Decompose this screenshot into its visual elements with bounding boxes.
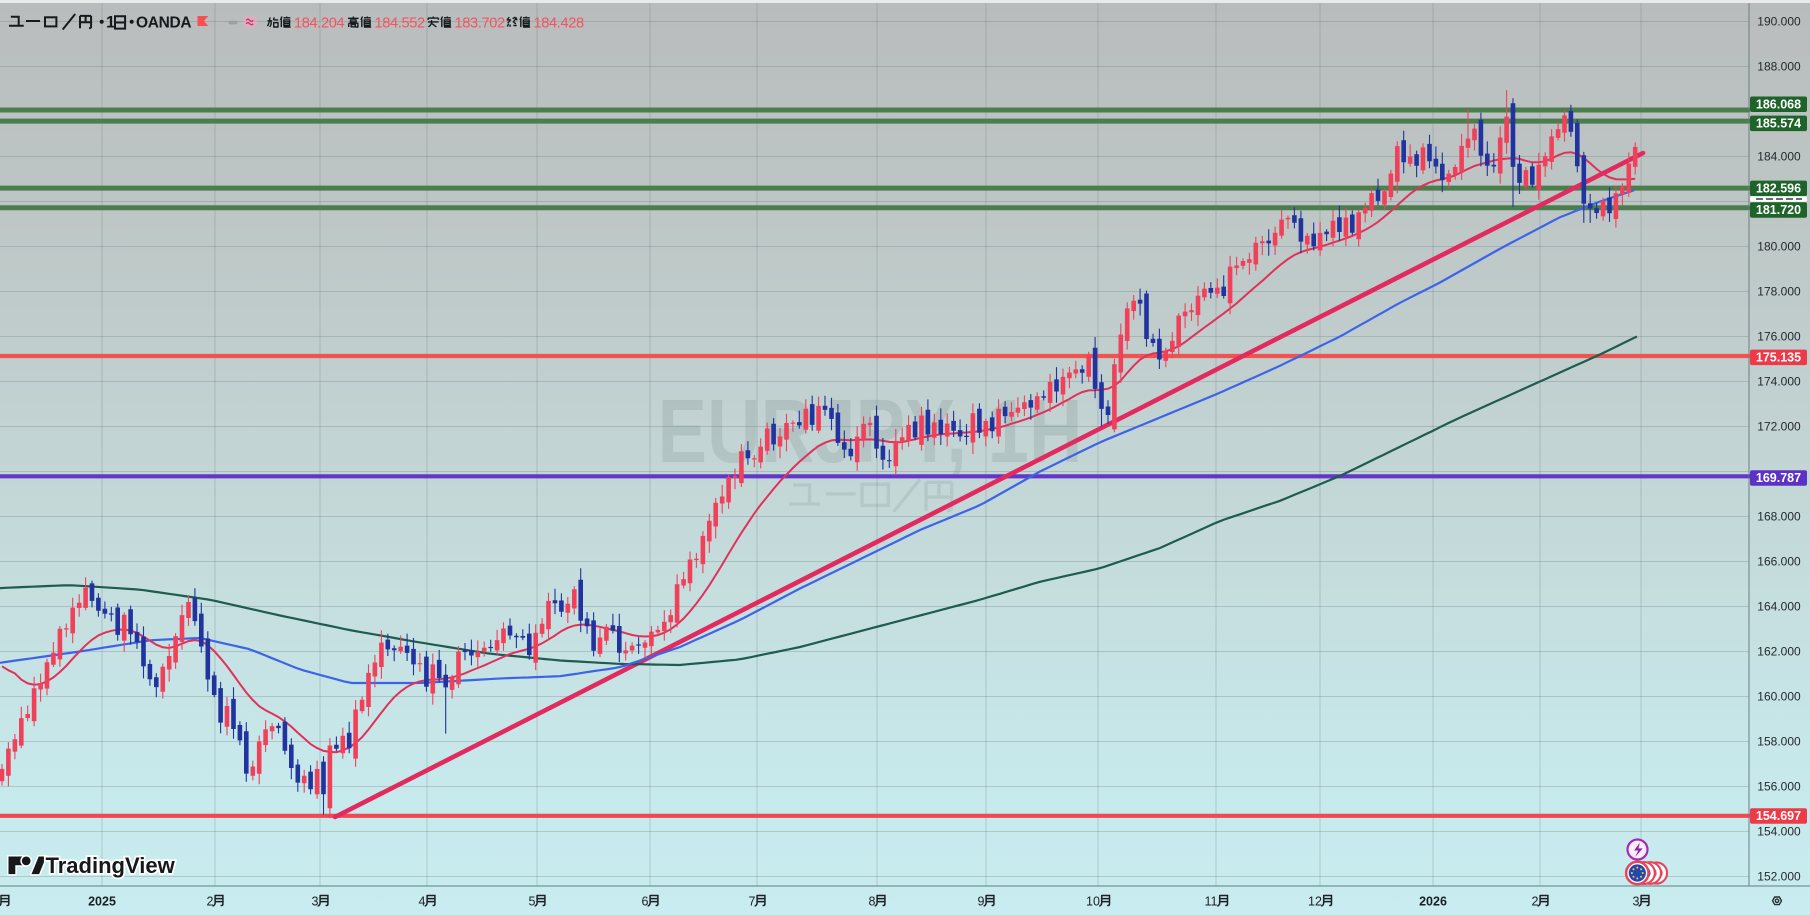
svg-text:184.204: 184.204: [294, 15, 345, 31]
svg-text:174.000: 174.000: [1757, 375, 1801, 389]
svg-text:154.000: 154.000: [1757, 825, 1801, 839]
svg-text:9: 9: [978, 895, 985, 909]
svg-text:169.787: 169.787: [1756, 471, 1801, 485]
svg-text:OANDA: OANDA: [136, 15, 191, 32]
svg-text:154.697: 154.697: [1756, 809, 1801, 823]
svg-text:168.000: 168.000: [1757, 510, 1801, 524]
svg-text:185.574: 185.574: [1756, 117, 1801, 131]
svg-text:6: 6: [642, 895, 649, 909]
svg-text:184.000: 184.000: [1757, 150, 1801, 164]
svg-text:178.000: 178.000: [1757, 285, 1801, 299]
svg-text:8: 8: [869, 895, 876, 909]
svg-text:172.000: 172.000: [1757, 420, 1801, 434]
svg-text:10: 10: [1086, 895, 1100, 909]
svg-text:180.000: 180.000: [1757, 240, 1801, 254]
svg-text:TradingView: TradingView: [46, 853, 176, 878]
svg-text:152.000: 152.000: [1757, 870, 1801, 884]
svg-text:12: 12: [1308, 895, 1322, 909]
svg-text:176.000: 176.000: [1757, 330, 1801, 344]
svg-text:182.596: 182.596: [1756, 182, 1801, 196]
svg-text:4: 4: [419, 895, 426, 909]
svg-text:156.000: 156.000: [1757, 780, 1801, 794]
svg-text:186.068: 186.068: [1756, 98, 1801, 112]
svg-text:162.000: 162.000: [1757, 645, 1801, 659]
svg-text:188.000: 188.000: [1757, 60, 1801, 74]
svg-text:181.720: 181.720: [1756, 203, 1801, 217]
svg-text:183.702: 183.702: [455, 15, 506, 31]
svg-text:1: 1: [106, 14, 115, 32]
svg-text:2026: 2026: [1419, 895, 1447, 909]
svg-text:160.000: 160.000: [1757, 690, 1801, 704]
svg-text:2: 2: [1532, 895, 1539, 909]
svg-text:11: 11: [1205, 895, 1218, 909]
svg-text:166.000: 166.000: [1757, 555, 1801, 569]
svg-text:7: 7: [749, 895, 756, 909]
svg-text:5: 5: [529, 895, 536, 909]
svg-text:2025: 2025: [88, 895, 116, 909]
svg-text:3: 3: [1633, 895, 1640, 909]
svg-text:184.552: 184.552: [375, 15, 426, 31]
svg-text:158.000: 158.000: [1757, 735, 1801, 749]
svg-text:164.000: 164.000: [1757, 600, 1801, 614]
svg-text:175.135: 175.135: [1756, 351, 1801, 365]
svg-text:2: 2: [207, 895, 214, 909]
svg-text:184.428: 184.428: [534, 15, 585, 31]
svg-text:3: 3: [312, 895, 319, 909]
svg-text:190.000: 190.000: [1757, 15, 1801, 29]
